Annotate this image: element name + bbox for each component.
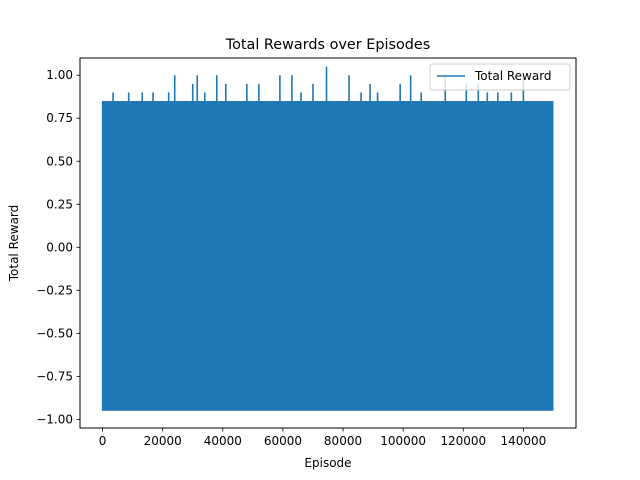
- y-tick-label: 0.50: [46, 154, 73, 168]
- x-tick-label: 60000: [264, 434, 302, 448]
- y-axis: −1.00 −0.75 −0.50 −0.25 0.00 0.25 0.50 0.75 1.00: [36, 68, 80, 426]
- y-tick-label: 0.00: [46, 240, 73, 254]
- legend-label: Total Reward: [474, 69, 552, 83]
- y-axis-label: Total Reward: [7, 205, 21, 283]
- x-tick-label: 120000: [440, 434, 486, 448]
- y-tick-label: −0.25: [36, 283, 73, 297]
- x-tick-label: 100000: [380, 434, 426, 448]
- y-tick-label: 0.75: [46, 111, 73, 125]
- y-tick-label: −0.75: [36, 369, 73, 383]
- x-tick-label: 40000: [204, 434, 242, 448]
- x-axis-label: Episode: [304, 456, 351, 470]
- legend: Total Reward: [429, 63, 571, 91]
- x-tick-label: 20000: [144, 434, 182, 448]
- y-tick-label: −0.50: [36, 326, 73, 340]
- x-tick-label: 140000: [500, 434, 546, 448]
- plot-frame: [79, 57, 577, 429]
- y-tick-label: 0.25: [46, 197, 73, 211]
- y-tick-label: −1.00: [36, 412, 73, 426]
- x-tick-label: 0: [99, 434, 107, 448]
- series-band: [102, 101, 554, 411]
- legend-box: [429, 63, 571, 91]
- x-axis: 0 20000 40000 60000 80000 100000 120000 140000: [99, 428, 546, 448]
- chart-title: Total Rewards over Episodes: [225, 37, 431, 53]
- plot-area: [101, 66, 554, 411]
- y-tick-label: 1.00: [46, 68, 73, 82]
- x-tick-label: 80000: [324, 434, 362, 448]
